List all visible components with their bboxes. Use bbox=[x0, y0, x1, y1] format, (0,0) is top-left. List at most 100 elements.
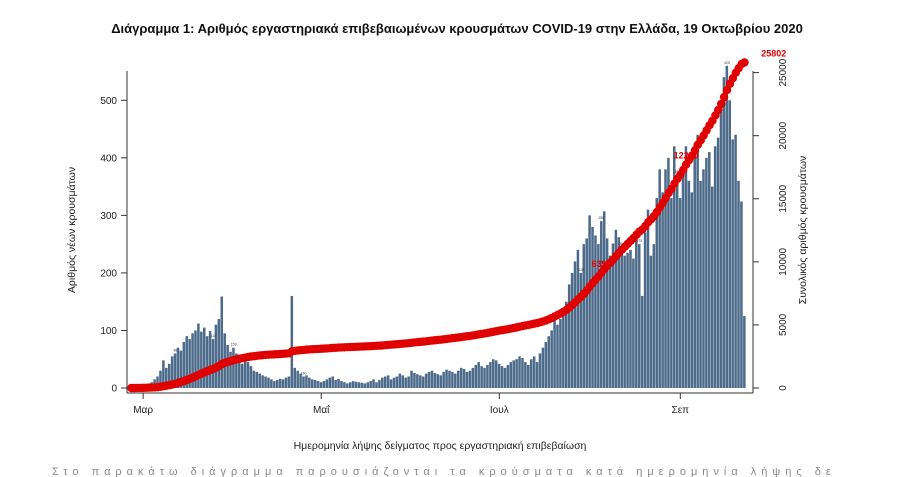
bar bbox=[521, 358, 524, 388]
bar bbox=[340, 381, 343, 388]
bar bbox=[576, 249, 580, 388]
bar-value-label: 425 bbox=[724, 61, 730, 65]
bar-value-label: 128 bbox=[578, 268, 584, 272]
bar bbox=[416, 374, 419, 388]
cumulative-annotations: 6395 12290 25802 bbox=[591, 49, 786, 269]
bar bbox=[500, 366, 504, 388]
bar bbox=[459, 367, 463, 388]
bar bbox=[214, 324, 218, 388]
bar bbox=[547, 336, 550, 388]
bar bbox=[413, 373, 416, 388]
bar bbox=[281, 379, 285, 388]
bar bbox=[468, 370, 472, 388]
bar bbox=[492, 359, 495, 388]
bar bbox=[386, 375, 390, 388]
bar bbox=[597, 244, 600, 388]
bar bbox=[284, 377, 288, 388]
y2-axis-label: Συνολικός αριθμός κρουσμάτων bbox=[797, 156, 809, 305]
bar bbox=[524, 362, 527, 388]
bar bbox=[372, 379, 375, 388]
bar bbox=[162, 360, 165, 388]
bar bbox=[716, 137, 720, 388]
bar bbox=[448, 370, 451, 388]
bar bbox=[582, 244, 586, 388]
bar bbox=[465, 371, 469, 388]
bar bbox=[170, 356, 174, 388]
bar bbox=[235, 353, 238, 388]
bar-value-label: 159 bbox=[231, 343, 237, 347]
cumulative-point bbox=[722, 85, 732, 95]
bar bbox=[664, 169, 667, 388]
bar bbox=[302, 376, 305, 388]
bar bbox=[489, 362, 492, 388]
bar bbox=[246, 362, 250, 388]
bar bbox=[646, 209, 650, 388]
bar bbox=[585, 238, 588, 388]
bars-group bbox=[132, 65, 746, 388]
bar bbox=[419, 375, 422, 388]
bar bbox=[626, 252, 629, 388]
bar bbox=[348, 382, 352, 388]
y2-tick-label: 5000 bbox=[778, 313, 789, 336]
x-tick-label: Ιουλ bbox=[490, 405, 509, 416]
bar bbox=[573, 261, 577, 388]
bar bbox=[346, 383, 349, 388]
cumulative-annotation: 6395 bbox=[591, 259, 611, 269]
bar bbox=[381, 377, 384, 388]
bar bbox=[421, 376, 425, 388]
bar bbox=[176, 347, 180, 388]
bar bbox=[337, 378, 340, 388]
cumulative-point bbox=[716, 99, 726, 109]
bar bbox=[430, 370, 434, 388]
bar bbox=[205, 336, 209, 388]
bar bbox=[398, 373, 402, 388]
bar bbox=[240, 363, 244, 388]
bar bbox=[462, 369, 466, 388]
bar bbox=[305, 375, 308, 388]
bar bbox=[506, 364, 510, 388]
bar bbox=[486, 364, 489, 388]
bar bbox=[562, 310, 565, 388]
bar bbox=[255, 371, 259, 388]
bar bbox=[643, 232, 647, 388]
bar bbox=[503, 367, 507, 388]
bar bbox=[156, 376, 159, 388]
bar bbox=[410, 370, 413, 388]
bar bbox=[637, 244, 641, 388]
bar bbox=[264, 376, 267, 388]
bar bbox=[529, 359, 533, 388]
bar bbox=[684, 146, 688, 388]
bar bbox=[617, 237, 621, 388]
bar bbox=[424, 373, 428, 388]
bar bbox=[173, 353, 177, 388]
bar bbox=[719, 111, 723, 388]
bar bbox=[217, 318, 221, 388]
bar bbox=[579, 272, 583, 388]
bar bbox=[705, 157, 708, 388]
bar bbox=[570, 272, 574, 388]
bar-value-label: 275 bbox=[637, 239, 643, 243]
bar bbox=[541, 347, 545, 388]
bar bbox=[275, 379, 279, 388]
y-tick-label: 0 bbox=[111, 384, 117, 395]
bar bbox=[731, 139, 734, 388]
bar bbox=[725, 65, 729, 388]
bar bbox=[588, 215, 591, 388]
bar bbox=[366, 382, 369, 388]
bar bbox=[354, 381, 358, 388]
bar bbox=[208, 331, 212, 388]
bar bbox=[474, 364, 478, 388]
bar bbox=[658, 169, 661, 388]
bar bbox=[737, 180, 740, 388]
bar bbox=[681, 163, 685, 388]
y2-tick-label: 25000 bbox=[778, 58, 789, 86]
bar bbox=[258, 373, 261, 388]
bar bbox=[678, 198, 682, 388]
bar bbox=[313, 379, 317, 388]
bar bbox=[670, 198, 673, 388]
bar bbox=[734, 134, 737, 388]
bar bbox=[311, 379, 314, 388]
bar bbox=[188, 339, 191, 388]
bar bbox=[687, 180, 691, 388]
bar bbox=[427, 371, 431, 388]
